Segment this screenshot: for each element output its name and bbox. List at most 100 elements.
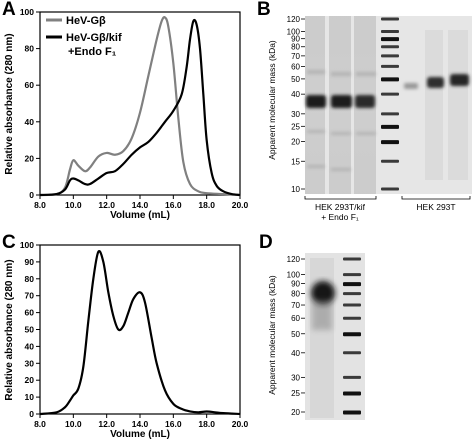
gel-d-marker-label: 25 [291,389,300,398]
chart-a-ytick-label: 40 [25,117,35,127]
chart-c-xtick-label: 10.0 [65,419,82,429]
gel-b-marker-label: 80 [291,43,300,52]
chart-c-ytick-label: 30 [25,358,35,368]
gel-b-band [331,95,352,108]
gel-d-marker-label: 50 [291,330,300,339]
gel-b-marker-label: 50 [291,75,300,84]
chart-c-ytick-label: 70 [25,291,35,301]
gel-b-ylabel: Apparent molecular mass (kDa) [267,40,277,160]
gel-b-ladder-band [381,112,399,116]
chart-c-xtick-label: 18.0 [198,419,215,429]
gel-b-ladder-band [381,159,399,163]
gel-d-ladder-band [343,303,361,307]
chart-a-xtick-label: 16.0 [165,200,182,210]
gel-d-ladder-band [343,282,361,287]
gel-b-bracket-2 [401,196,471,200]
chart-a-series-0-line [39,16,241,197]
chart-a-xtick-label: 14.0 [132,200,149,210]
gel-b-band [404,83,418,89]
gel-b-marker-label: 40 [291,90,300,99]
gel-d-band [311,281,335,305]
chart-c-frame [39,244,241,415]
gel-b-band [427,77,444,88]
gel-b-marker-label: 60 [291,62,300,71]
gel-d-ladder-band [343,332,361,337]
legend-label-hev-gb: HeV-Gβ [66,15,106,27]
chart-a-ytick-label: 80 [25,44,35,54]
gel-d-marker-label: 60 [291,314,300,323]
chart-a-ylabel: Relative absorbance (280 nm) [4,33,15,174]
gel-b-lane [448,30,468,180]
chart-c-ytick-label: 80 [25,274,35,284]
gel-b-lane [425,30,443,180]
chart-c-xtick-label: 14.0 [132,419,149,429]
gel-b-marker-label: 20 [291,138,300,147]
gel-b-group-label-2: HEK 293T [416,202,455,212]
gel-b-marker-label: 15 [291,157,300,166]
gel-b-ladder-band [381,64,399,68]
chart-a-xlabel: Volume (mL) [110,210,170,221]
gel-d-ladder-band [343,257,361,261]
chart-c-ylabel: Relative absorbance (280 nm) [4,259,15,400]
legend-label-hev-gb-kif: HeV-Gβ/kif +Endo F₁ [66,32,125,58]
gel-b-marker-label: 30 [291,110,300,119]
chart-a-xtick-label: 18.0 [198,200,215,210]
gel-b-group-label-1: HEK 293T/kif [315,202,366,212]
chart-c-ytick-label: 100 [20,240,34,250]
gel-b-ladder-band [381,77,399,82]
chart-c-ytick-label: 0 [29,409,34,419]
gel-d-marker-label: 30 [291,373,300,382]
gel-b-band [355,95,375,108]
gel-d-ladder-band [343,410,361,415]
chart-c-xtick-label: 8.0 [34,419,46,429]
chart-c-ytick-label: 20 [25,375,35,385]
chart-a-xtick-label: 10.0 [65,200,82,210]
gel-b-ladder-band [381,92,399,96]
chart-a-series-1-line [39,18,241,197]
gel-d-marker-label: 40 [291,349,300,358]
gel-d-ylabel: Apparent molecular mass (kDa) [267,275,277,395]
chart-a-ytick-label: 100 [20,7,34,17]
chart-c-xlabel: Volume (mL) [110,429,170,440]
panel-label-a: A [2,0,16,20]
chart-a: 8.0 10.0 12.0 14.0 16.0 18.0 20.0020406080100 … [4,7,249,221]
chart-a-ytick-label: 20 [25,153,35,163]
gel-b-band [450,74,469,86]
gel-b-ladder-band [381,187,399,191]
gel-b-ladder-band [381,45,399,49]
chart-c-ytick-label: 60 [25,308,35,318]
panel-label-b: B [257,0,271,20]
chart-c-series-0-line [39,250,241,416]
gel-b-ladder-band [381,37,399,42]
gel-d-marker-label: 80 [291,290,300,299]
gel-b-ladder-band [381,17,399,21]
gel-d-marker-label: 100 [287,271,301,280]
chart-a-ytick-label: 0 [29,190,34,200]
gel-b-ladder-band [381,54,399,58]
panel-label-c: C [2,232,16,253]
chart-c: 8.0 10.0 12.0 14.0 16.0 18.0 20.0 0 10 20 30 40 50 60… [4,240,249,440]
gel-b-group-label-1b: + Endo F₁ [321,212,359,222]
gel-d-ladder-band [343,273,361,277]
gel-b-ladder-band [381,29,399,33]
chart-a-xtick-label: 20.0 [232,200,249,210]
panel-label-d: D [259,232,273,253]
gel-b-marker-label: 10 [291,185,300,194]
chart-c-xtick-label: 20.0 [232,419,249,429]
gel-b-ladder-band [381,124,399,129]
gel-b-marker-label: 90 [291,35,300,44]
chart-a-xtick-label: 8.0 [34,200,46,210]
gel-b-marker-label: 100 [287,27,301,36]
gel-d-marker-label: 20 [291,408,300,417]
chart-c-ytick-label: 50 [25,325,35,335]
gel-b-marker-label: 70 [291,52,300,61]
gel-d-smear [312,300,332,330]
chart-c-ytick-label: 40 [25,341,35,351]
gel-d-marker-label: 90 [291,280,300,289]
gel-b-marker-label: 120 [287,15,301,24]
gel-b-bracket-1 [304,196,377,200]
gel-d-marker-label: 120 [287,255,301,264]
